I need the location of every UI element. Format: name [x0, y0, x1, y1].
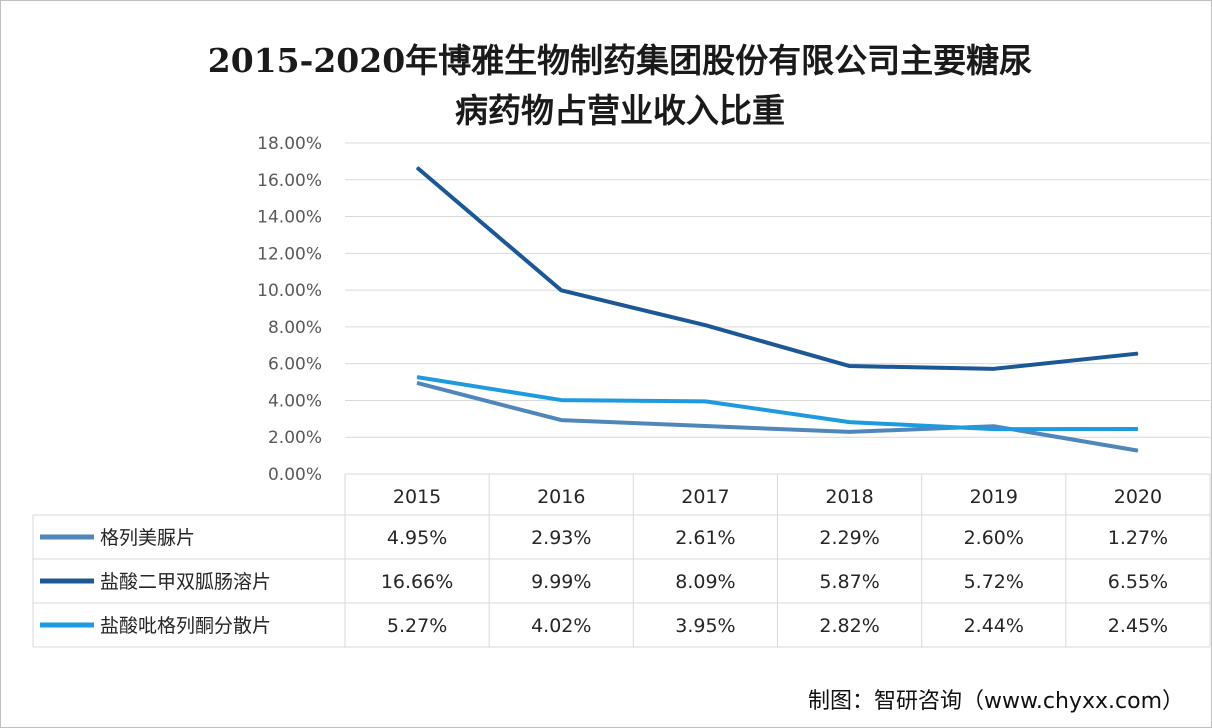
- data-point: [1137, 353, 1139, 355]
- y-tick-label: 2.00%: [268, 428, 322, 448]
- x-category-label: 2020: [1114, 486, 1162, 508]
- legend-label: 盐酸二甲双胍肠溶片: [100, 571, 271, 593]
- data-label: 4.95%: [387, 527, 447, 549]
- title-line-1: 2015-2020年博雅生物制药集团股份有限公司主要糖尿: [207, 41, 1033, 80]
- data-label: 5.87%: [819, 571, 879, 593]
- x-category-label: 2016: [537, 486, 585, 508]
- data-point: [849, 365, 851, 367]
- data-label: 2.44%: [964, 615, 1024, 637]
- data-point: [993, 428, 995, 430]
- x-category-label: 2015: [393, 486, 441, 508]
- data-label: 2.60%: [964, 527, 1024, 549]
- y-tick-label: 16.00%: [257, 171, 322, 191]
- data-point: [993, 368, 995, 370]
- source-footer: 制图：智研咨询（www.chyxx.com）: [807, 689, 1184, 714]
- data-label: 1.27%: [1108, 527, 1168, 549]
- y-tick-label: 10.00%: [257, 281, 322, 301]
- data-point: [560, 289, 562, 291]
- data-label: 5.27%: [387, 615, 447, 637]
- data-label: 16.66%: [381, 571, 453, 593]
- data-point: [849, 421, 851, 423]
- data-point: [1137, 450, 1139, 452]
- y-tick-label: 6.00%: [268, 355, 322, 375]
- data-point: [416, 167, 418, 169]
- y-tick-label: 8.00%: [268, 318, 322, 338]
- data-point: [560, 399, 562, 401]
- data-label: 8.09%: [675, 571, 735, 593]
- x-category-label: 2019: [970, 486, 1018, 508]
- y-tick-label: 14.00%: [257, 208, 322, 228]
- legend-label: 格列美脲片: [100, 527, 195, 549]
- x-category-label: 2018: [825, 486, 873, 508]
- data-label: 2.93%: [531, 527, 591, 549]
- chart-title: 2015-2020年博雅生物制药集团股份有限公司主要糖尿 病药物占营业收入比重: [100, 36, 1140, 136]
- data-point: [993, 425, 995, 427]
- data-label: 2.45%: [1108, 615, 1168, 637]
- data-point: [416, 376, 418, 378]
- data-point: [416, 382, 418, 384]
- title-line-2: 病药物占营业收入比重: [455, 91, 785, 130]
- data-label: 6.55%: [1108, 571, 1168, 593]
- data-label: 9.99%: [531, 571, 591, 593]
- y-tick-label: 12.00%: [257, 244, 322, 264]
- data-label: 4.02%: [531, 615, 591, 637]
- data-point: [560, 419, 562, 421]
- series-line: [416, 375, 1138, 432]
- series-line: [415, 166, 1139, 371]
- data-point: [704, 400, 706, 402]
- y-tick-label: 18.00%: [257, 134, 322, 154]
- y-tick-label: 0.00%: [268, 465, 322, 485]
- legend-label: 盐酸吡格列酮分散片: [100, 615, 271, 637]
- data-label: 5.72%: [964, 571, 1024, 593]
- data-label: 2.29%: [819, 527, 879, 549]
- y-tick-label: 4.00%: [268, 391, 322, 411]
- data-point: [704, 324, 706, 326]
- data-point: [849, 431, 851, 433]
- data-label: 2.61%: [675, 527, 735, 549]
- data-point: [704, 425, 706, 427]
- data-point: [1137, 428, 1139, 430]
- data-label: 2.82%: [819, 615, 879, 637]
- x-category-label: 2017: [681, 486, 729, 508]
- data-label: 3.95%: [675, 615, 735, 637]
